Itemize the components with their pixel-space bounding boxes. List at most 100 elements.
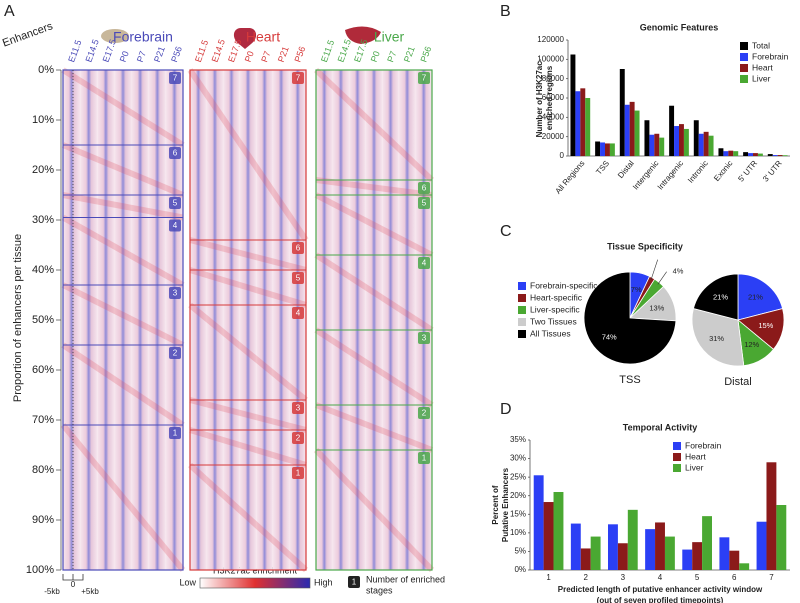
y-axis-label: Putative Enhancers [501, 467, 510, 542]
pie-label: 15% [758, 321, 773, 330]
legend-label: Heart-specific [530, 292, 583, 302]
y-tick-label: 50% [32, 314, 54, 326]
stage-label: E14.5 [210, 38, 227, 64]
bar [723, 151, 729, 156]
pie-slice [737, 273, 784, 321]
legend-label: Liver-specific [530, 304, 580, 314]
badge-text: 2 [296, 434, 301, 443]
x-tick-label: TSS [594, 159, 611, 177]
bar [679, 124, 684, 156]
panel-letter: A [4, 3, 15, 20]
badge-text: 7 [173, 74, 178, 83]
tissue-name: Heart [246, 29, 280, 45]
scale-label: +5kb [81, 587, 99, 596]
bar [703, 131, 709, 156]
scale-label: -5kb [44, 587, 60, 596]
bar [634, 110, 640, 156]
pie-slice [691, 308, 745, 367]
bar [693, 120, 699, 156]
bar [590, 536, 601, 570]
stage-label: P56 [292, 45, 307, 63]
bar [698, 133, 704, 156]
bar [702, 516, 712, 570]
badge-text: 5 [422, 199, 427, 208]
bar [629, 101, 635, 156]
pie-label: 21% [713, 292, 728, 301]
enrichment-streak [315, 177, 433, 198]
badge [418, 257, 430, 269]
pie-slice [583, 271, 677, 365]
legend-swatch [518, 282, 526, 290]
enrichment-streak [188, 302, 308, 403]
heatmap-column [206, 70, 224, 570]
enrichment-streak [187, 462, 309, 573]
y-tick-label: 10% [32, 114, 54, 126]
enrichment-streak [189, 427, 307, 468]
stage-label: P0 [118, 50, 131, 64]
x-tick-label: 3' UTR [761, 159, 784, 184]
legend-label: Forebrain [685, 440, 722, 450]
stage-label: E11.5 [319, 39, 336, 64]
panel-letter: B [500, 3, 511, 20]
legend-swatch [518, 318, 526, 326]
badge-example-text: 1 [352, 578, 357, 587]
badge-caption: stages [366, 585, 393, 595]
x-tick-label: 5 [695, 573, 700, 582]
y-tick-label: 10% [510, 528, 526, 537]
y-tick-label: 20000 [542, 132, 565, 141]
pie-caption: TSS [619, 374, 640, 386]
bar [772, 155, 778, 156]
legend-label: Forebrain-specific [530, 280, 598, 290]
enrichment-streak [61, 142, 185, 198]
tissue-name: Forebrain [113, 29, 173, 45]
badge-text: 1 [422, 454, 427, 463]
stage-label: P56 [169, 45, 184, 63]
badge-text: 3 [296, 404, 301, 413]
x-tick-label: All Regions [554, 159, 587, 196]
bar [708, 135, 714, 156]
stage-label: P21 [276, 45, 291, 63]
bar [767, 154, 773, 156]
y-tick-label: 120000 [537, 35, 564, 44]
chart-title: Temporal Activity [623, 422, 698, 432]
legend-swatch [518, 306, 526, 314]
y-tick-label: 5% [514, 547, 526, 556]
legend-swatch [673, 464, 681, 472]
heatmap-column [223, 70, 240, 570]
stage-label: E17.5 [101, 38, 118, 64]
scale-label: 0 [71, 580, 76, 589]
bar [739, 563, 750, 570]
pie-label: 2% [664, 255, 675, 264]
x-tick-label: Intronic [686, 159, 710, 185]
legend-label: Heart [752, 62, 773, 72]
enrichment-streak [61, 342, 185, 428]
legend-label: Two Tissues [530, 316, 577, 326]
y-tick-label: 60000 [542, 93, 565, 102]
y-tick-label: 40% [32, 264, 54, 276]
bar [683, 128, 689, 156]
enrichment-streak [313, 447, 435, 573]
enrichment-streak [61, 282, 185, 348]
bar [605, 143, 610, 156]
x-tick-label: Distal [616, 159, 636, 180]
heatmap-column [316, 70, 333, 570]
badge [169, 197, 181, 209]
badge-text: 1 [173, 429, 178, 438]
legend-swatch [518, 330, 526, 338]
bar [766, 462, 777, 570]
y-tick-label: 70% [32, 414, 54, 426]
x-axis-label: Predicted length of putative enhancer ac… [558, 585, 763, 594]
pie-label: 12% [744, 340, 759, 349]
badge-text: 3 [422, 334, 427, 343]
badge-example [348, 576, 360, 588]
legend-label: Liver [752, 73, 771, 83]
badge-text: 6 [173, 149, 178, 158]
enrichment-streak [314, 252, 434, 333]
y-tick-label: 100000 [537, 54, 564, 63]
legend-swatch [740, 42, 748, 50]
bar [674, 126, 679, 156]
badge-text: 3 [173, 289, 178, 298]
badge [292, 242, 304, 254]
bar [595, 141, 601, 156]
enrichment-streak [313, 67, 435, 183]
